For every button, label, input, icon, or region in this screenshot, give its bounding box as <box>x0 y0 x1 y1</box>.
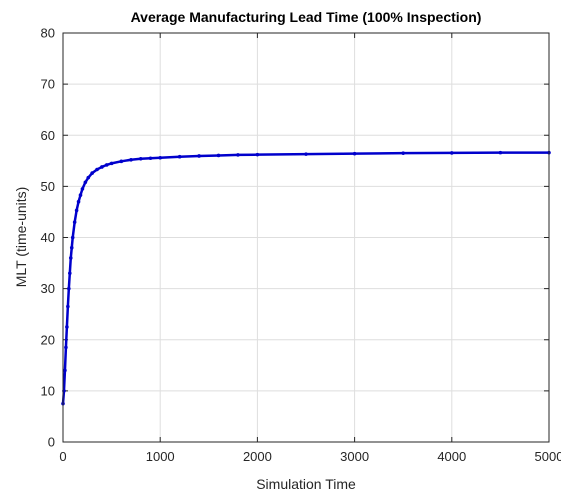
data-point <box>78 193 83 197</box>
data-point <box>72 220 77 224</box>
data-point <box>158 155 162 160</box>
x-tick-label: 3000 <box>340 449 369 464</box>
y-tick-label: 40 <box>41 230 55 245</box>
y-tick-label: 0 <box>48 435 55 450</box>
data-point <box>86 175 91 180</box>
data-point <box>66 304 70 309</box>
data-point <box>119 159 124 164</box>
data-point <box>64 345 68 350</box>
data-point <box>95 167 99 172</box>
data-point <box>68 256 73 260</box>
x-tick-label: 2000 <box>243 449 272 464</box>
data-point <box>68 271 72 276</box>
data-point <box>129 157 133 162</box>
x-axis-label: Simulation Time <box>256 476 356 492</box>
y-tick-label: 70 <box>41 77 55 92</box>
data-point <box>100 165 104 169</box>
data-point <box>70 235 75 240</box>
data-point <box>109 161 114 166</box>
data-point <box>304 152 308 156</box>
data-point <box>197 154 201 158</box>
data-point <box>216 153 221 158</box>
x-tick-label: 5000 <box>535 449 561 464</box>
y-tick-label: 80 <box>41 26 55 41</box>
data-point <box>138 156 143 161</box>
data-point <box>69 245 74 250</box>
data-point <box>90 171 94 175</box>
chart-title: Average Manufacturing Lead Time (100% In… <box>131 9 482 25</box>
plot-frame <box>62 32 550 443</box>
y-tick-label: 20 <box>41 332 55 347</box>
data-point <box>352 151 357 156</box>
data-point <box>65 325 69 329</box>
data-point <box>177 154 182 159</box>
x-tick-label: 0 <box>59 449 66 464</box>
data-point <box>255 152 260 157</box>
x-tick-label: 1000 <box>146 449 175 464</box>
y-tick-label: 30 <box>41 281 55 296</box>
data-point <box>63 368 67 373</box>
x-tick-label: 4000 <box>437 449 466 464</box>
data-point <box>498 150 503 155</box>
data-point <box>104 163 109 167</box>
data-point <box>76 199 81 204</box>
data-point <box>80 187 85 191</box>
data-point <box>74 208 79 213</box>
data-point <box>450 151 454 155</box>
y-tick-label: 10 <box>41 383 55 398</box>
data-point <box>401 151 406 155</box>
data-point <box>67 286 71 291</box>
data-point <box>236 153 240 157</box>
y-tick-label: 60 <box>41 128 55 143</box>
data-point <box>83 180 88 185</box>
data-point <box>148 156 153 161</box>
y-axis-label: MLT (time-units) <box>13 187 29 288</box>
y-tick-label: 50 <box>41 179 55 194</box>
